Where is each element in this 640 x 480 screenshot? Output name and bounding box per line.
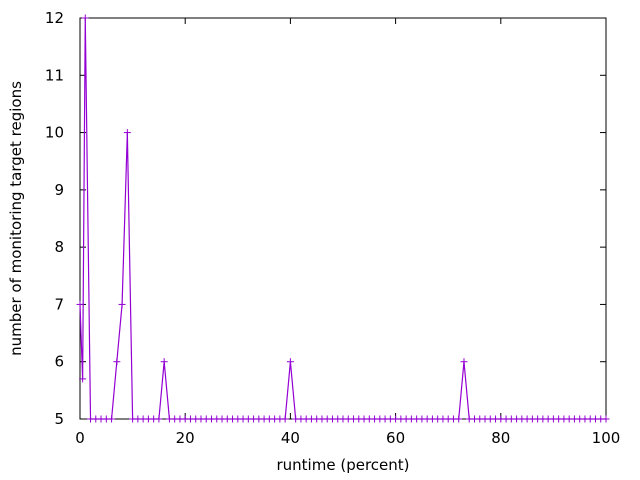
x-tick-label: 20	[176, 429, 195, 447]
series-line	[79, 17, 606, 420]
y-tick-label: 11	[45, 66, 64, 84]
data-point	[108, 415, 116, 423]
x-tick-label: 100	[592, 429, 621, 447]
series-layer	[76, 14, 610, 423]
y-tick-label: 12	[45, 9, 64, 27]
y-tick-label: 10	[45, 124, 64, 142]
y-tick-label: 9	[54, 181, 64, 199]
data-point	[281, 415, 289, 423]
data-point	[286, 358, 294, 366]
data-point	[76, 300, 84, 308]
y-tick-label: 5	[54, 410, 64, 428]
data-point	[155, 415, 163, 423]
data-point	[602, 415, 610, 423]
data-point	[455, 415, 463, 423]
y-tick-label: 7	[54, 295, 64, 313]
data-point	[118, 300, 126, 308]
plot-frame	[79, 17, 607, 420]
x-tick-label: 80	[491, 429, 510, 447]
data-point	[81, 14, 89, 22]
y-tick-label: 6	[54, 353, 64, 371]
x-tick-label: 60	[386, 429, 405, 447]
y-tick-label: 8	[54, 238, 64, 256]
x-axis-label: runtime (percent)	[277, 456, 410, 474]
x-tick-label: 40	[281, 429, 300, 447]
data-point	[113, 358, 121, 366]
data-point	[79, 375, 87, 383]
y-axis-label: number of monitoring target regions	[7, 81, 25, 356]
data-point	[460, 358, 468, 366]
x-tick-label: 0	[75, 429, 85, 447]
x-axis-ticks: 0 20 40 60 80 100	[75, 18, 620, 447]
data-point	[123, 129, 131, 137]
data-point	[160, 358, 168, 366]
